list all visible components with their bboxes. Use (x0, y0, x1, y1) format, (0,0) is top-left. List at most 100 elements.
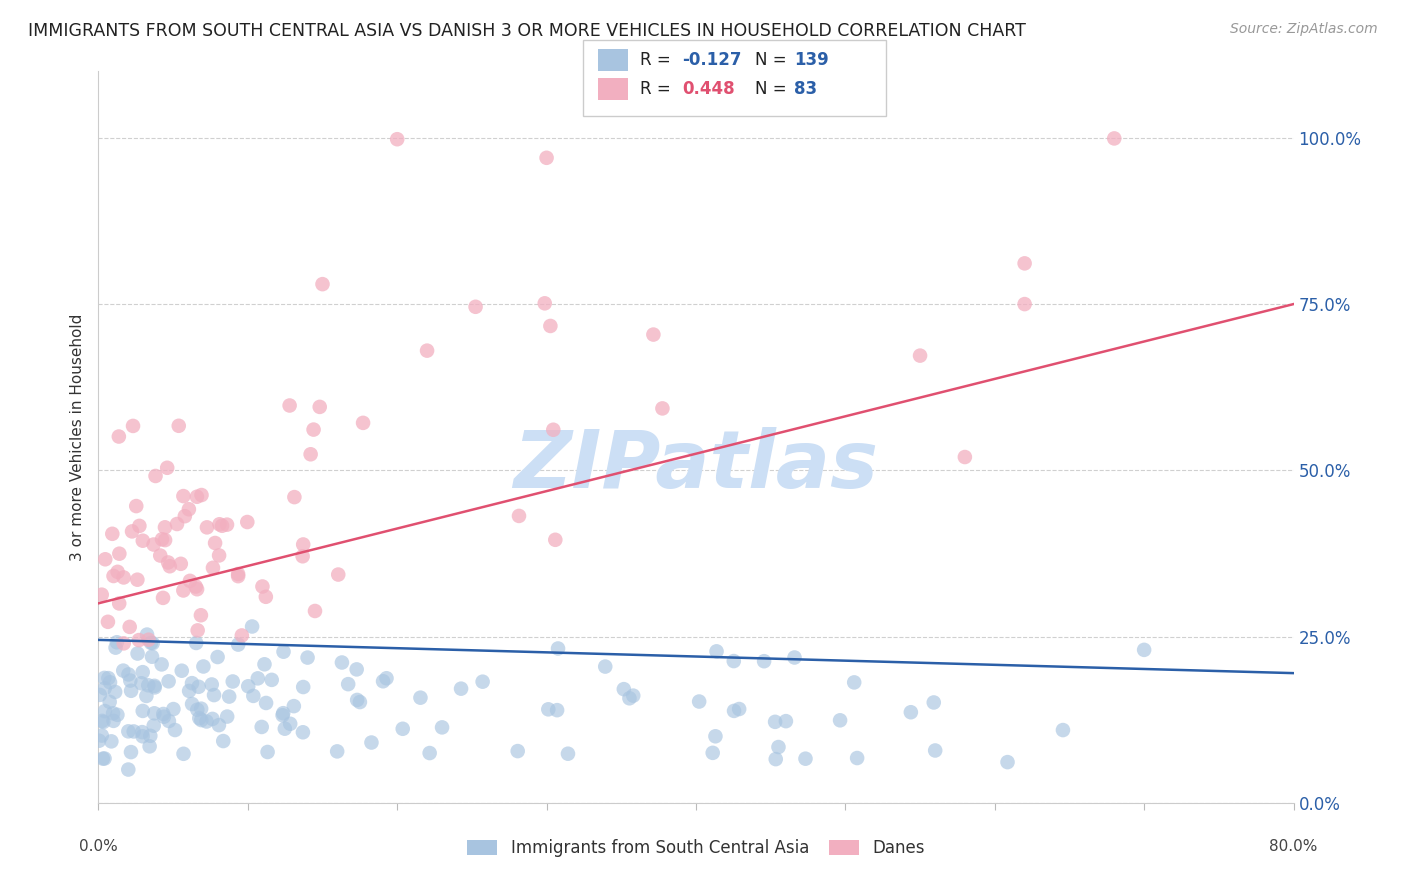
Point (150, 533, 173, 547)
Text: N =: N = (755, 51, 792, 69)
Point (236, 515, 259, 529)
Point (238, 679, 260, 693)
Point (112, 664, 135, 678)
Text: 80.0%: 80.0% (1270, 839, 1317, 855)
Point (536, 151, 558, 165)
Point (201, 677, 224, 691)
Point (142, 537, 165, 551)
Point (346, 662, 368, 676)
Point (187, 624, 209, 638)
Point (131, 665, 153, 680)
Point (128, 633, 150, 648)
Point (97, 671, 120, 685)
Point (208, 517, 231, 532)
Point (765, 752, 787, 766)
Point (271, 708, 294, 723)
Point (186, 703, 208, 717)
Point (908, 349, 931, 363)
Point (153, 520, 176, 534)
Point (131, 725, 153, 739)
Point (419, 746, 441, 760)
Point (997, 755, 1019, 769)
Point (271, 706, 294, 721)
Point (202, 688, 225, 702)
Point (409, 690, 432, 705)
Point (163, 723, 186, 737)
Point (291, 549, 314, 564)
Point (226, 638, 249, 652)
Point (190, 608, 212, 623)
Point (254, 696, 277, 710)
Point (416, 343, 439, 358)
Point (538, 318, 561, 333)
Point (138, 632, 160, 647)
Point (546, 703, 568, 717)
Legend: Immigrants from South Central Asia, Danes: Immigrants from South Central Asia, Dane… (461, 832, 931, 864)
Point (775, 714, 797, 728)
Point (330, 656, 353, 670)
Point (242, 689, 264, 703)
Point (385, 132, 409, 146)
Point (108, 429, 131, 443)
Point (723, 704, 745, 718)
Point (136, 678, 159, 692)
Point (120, 683, 142, 698)
Point (122, 418, 145, 433)
Point (108, 547, 131, 561)
Point (375, 671, 398, 685)
Point (186, 636, 208, 650)
Point (186, 490, 208, 504)
Point (87, 733, 110, 747)
Point (212, 734, 235, 748)
Point (172, 583, 194, 598)
Point (139, 729, 162, 743)
Point (128, 519, 150, 533)
Point (326, 744, 349, 758)
Point (184, 580, 207, 594)
Point (117, 724, 139, 739)
Point (132, 533, 155, 548)
Point (136, 627, 159, 641)
Point (118, 620, 141, 634)
Point (543, 423, 565, 437)
Point (217, 709, 239, 723)
Point (240, 619, 263, 633)
Point (93, 681, 115, 696)
Point (193, 659, 215, 673)
Text: N =: N = (755, 80, 792, 98)
Point (142, 719, 165, 733)
Point (132, 704, 155, 718)
Point (127, 573, 149, 587)
Point (1104, 131, 1126, 145)
Point (328, 567, 350, 582)
Point (283, 699, 305, 714)
Point (93, 714, 115, 729)
Point (471, 674, 494, 689)
Point (152, 706, 174, 721)
Point (651, 401, 673, 416)
Point (207, 650, 229, 665)
Point (105, 635, 128, 649)
Point (94, 704, 117, 718)
Point (157, 556, 180, 570)
Point (170, 557, 193, 571)
Point (135, 689, 157, 703)
Point (922, 696, 945, 710)
Point (181, 676, 204, 690)
Point (537, 702, 560, 716)
Point (621, 689, 644, 703)
Point (226, 567, 249, 582)
Point (352, 416, 374, 430)
Point (613, 682, 636, 697)
Point (533, 296, 555, 310)
Point (90, 588, 112, 602)
Point (98, 675, 121, 690)
Point (93, 751, 115, 765)
Point (218, 690, 240, 704)
Point (283, 490, 305, 504)
Point (101, 526, 124, 541)
Point (226, 569, 249, 583)
Point (304, 604, 326, 618)
Point (302, 423, 325, 437)
Point (768, 739, 790, 754)
